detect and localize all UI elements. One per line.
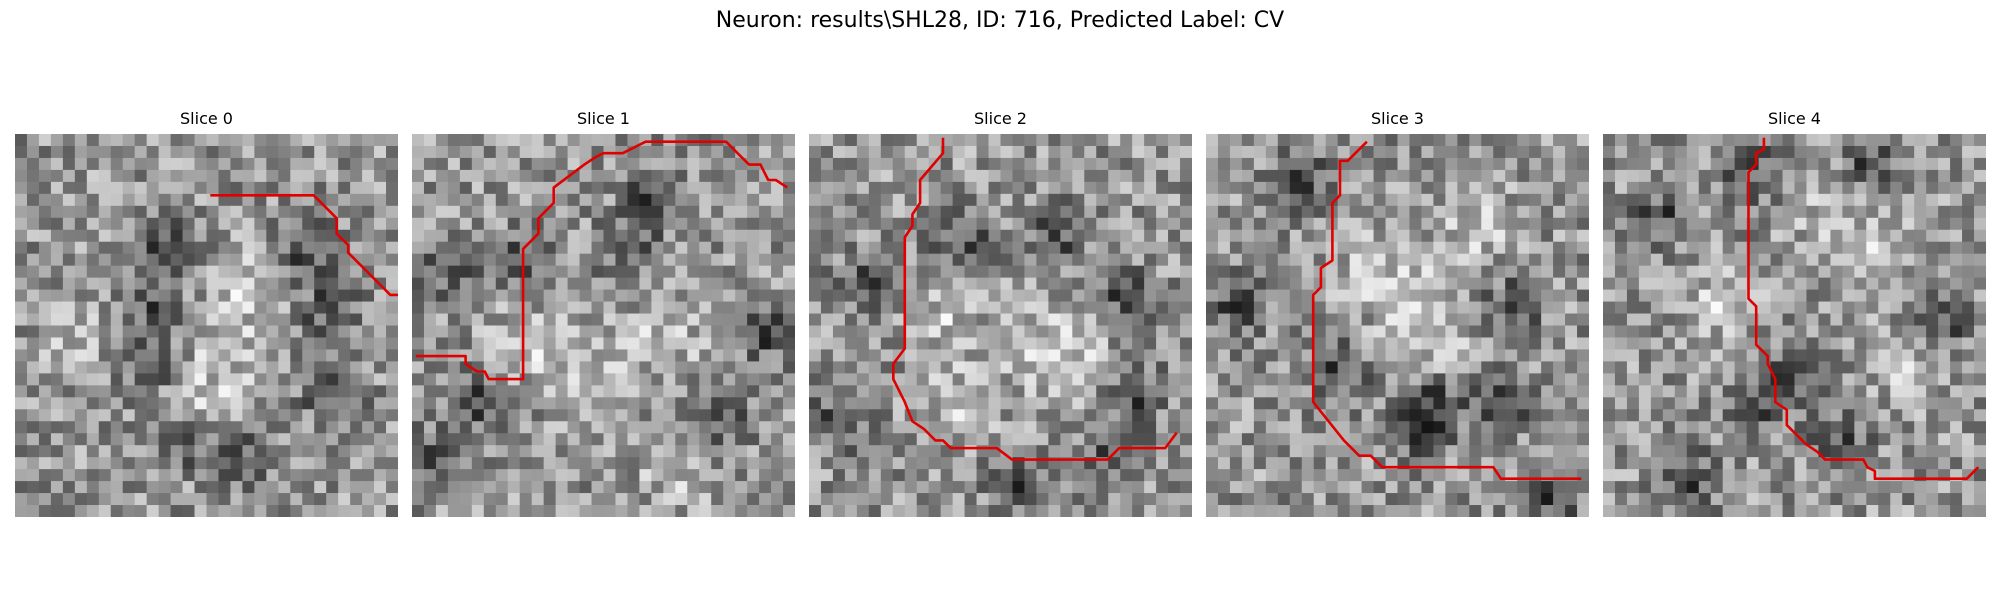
pixel-grid [412,134,795,517]
slice-panel-0: Slice 0 [15,108,398,517]
slice-panel-3: Slice 3 [1206,108,1589,517]
slice-title: Slice 1 [577,109,630,128]
slice-panel-4: Slice 4 [1603,108,1986,517]
slice-image [1206,134,1589,517]
contour-line [415,140,789,381]
figure-title: Neuron: results\SHL28, ID: 716, Predicte… [715,8,1285,33]
slice-image [15,134,398,517]
contour-line [1311,140,1582,481]
slice-panel-1: Slice 1 [412,108,795,517]
slice-title: Slice 2 [974,109,1027,128]
slice-title: Slice 3 [1371,109,1424,128]
contour-line [1747,137,1980,481]
slice-title: Slice 0 [180,109,233,128]
slice-title: Slice 4 [1768,109,1821,128]
slice-image [412,134,795,517]
pixel-grid [1603,134,1986,517]
contour-line [210,193,398,297]
slice-panel-2: Slice 2 [809,108,1192,517]
slice-image [809,134,1192,517]
slice-image [1603,134,1986,517]
contour-line [892,137,1178,461]
pixel-grid [15,134,398,517]
pixel-grid [809,134,1192,517]
pixel-grid [1206,134,1589,517]
